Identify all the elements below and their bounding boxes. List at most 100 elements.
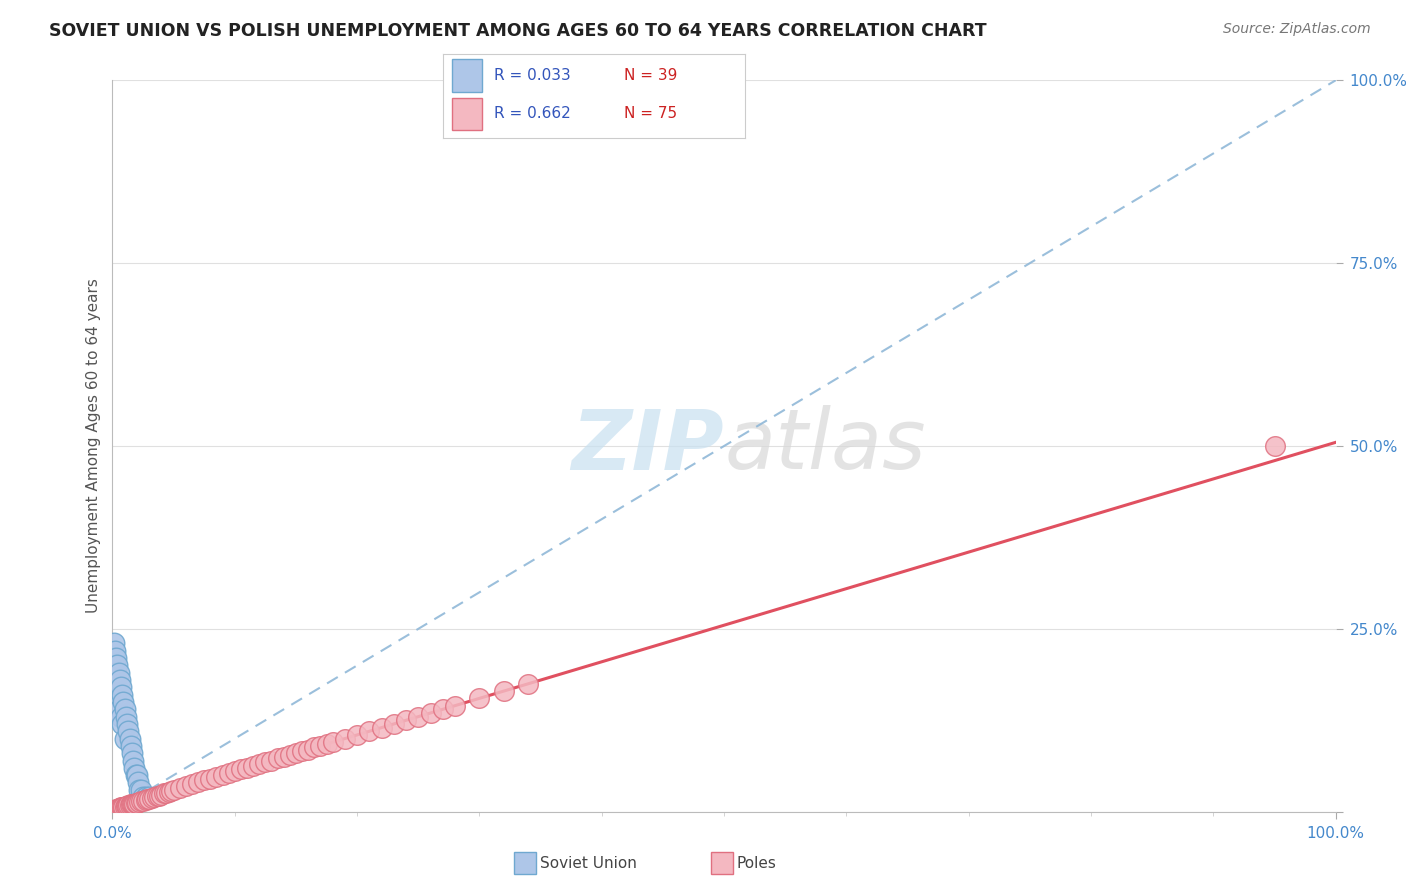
Point — [105, 802, 128, 816]
Point — [104, 803, 127, 817]
Point — [333, 731, 356, 746]
Point — [114, 702, 136, 716]
Point — [122, 797, 145, 811]
Point — [115, 717, 138, 731]
Text: Source: ZipAtlas.com: Source: ZipAtlas.com — [1223, 22, 1371, 37]
Point — [278, 747, 301, 762]
Point — [284, 746, 308, 760]
Point — [117, 724, 139, 739]
Point — [118, 731, 141, 746]
Point — [432, 702, 454, 716]
Bar — [451, 60, 482, 92]
Text: Soviet Union: Soviet Union — [540, 855, 637, 871]
Text: SOVIET UNION VS POLISH UNEMPLOYMENT AMONG AGES 60 TO 64 YEARS CORRELATION CHART: SOVIET UNION VS POLISH UNEMPLOYMENT AMON… — [49, 22, 987, 40]
Point — [129, 782, 152, 797]
Text: ZIP: ZIP — [571, 406, 724, 486]
Point — [1264, 439, 1286, 453]
Point — [120, 739, 142, 753]
Point — [107, 801, 129, 815]
Point — [105, 681, 128, 695]
Point — [104, 688, 127, 702]
Point — [193, 773, 215, 788]
Point — [359, 724, 381, 739]
Point — [254, 755, 277, 769]
Point — [160, 784, 183, 798]
Point — [444, 698, 467, 713]
Point — [108, 673, 131, 687]
Point — [395, 714, 418, 728]
Point — [134, 793, 156, 807]
Point — [138, 791, 160, 805]
Point — [108, 801, 131, 815]
Point — [105, 651, 128, 665]
Point — [181, 777, 204, 791]
Point — [108, 702, 131, 716]
Point — [304, 740, 326, 755]
Point — [104, 658, 127, 673]
Point — [229, 762, 252, 776]
Y-axis label: Unemployment Among Ages 60 to 64 years: Unemployment Among Ages 60 to 64 years — [86, 278, 101, 614]
Point — [382, 717, 405, 731]
Point — [242, 758, 264, 772]
Point — [408, 709, 430, 723]
Text: N = 39: N = 39 — [624, 68, 678, 83]
Point — [297, 742, 319, 756]
Text: N = 75: N = 75 — [624, 106, 678, 121]
Point — [218, 766, 240, 780]
Point — [155, 786, 177, 800]
Point — [224, 764, 246, 779]
Point — [135, 792, 157, 806]
Point — [153, 787, 176, 801]
Point — [124, 797, 146, 811]
Point — [111, 688, 134, 702]
Point — [174, 779, 197, 793]
Point — [125, 768, 148, 782]
Point — [115, 798, 138, 813]
Point — [114, 799, 136, 814]
Point — [315, 737, 337, 751]
Point — [111, 800, 134, 814]
Point — [205, 770, 228, 784]
Point — [103, 665, 125, 680]
Point — [200, 772, 222, 786]
Point — [236, 761, 259, 775]
Point — [211, 768, 233, 782]
Point — [103, 651, 125, 665]
Point — [115, 709, 138, 723]
Point — [110, 681, 132, 695]
Point — [120, 797, 142, 812]
Point — [125, 796, 148, 810]
Point — [105, 681, 128, 695]
Point — [138, 790, 160, 805]
Point — [169, 780, 191, 795]
Point — [157, 785, 180, 799]
Point — [122, 754, 145, 768]
Point — [117, 798, 139, 813]
Point — [150, 788, 173, 802]
Bar — [711, 852, 733, 874]
Point — [132, 794, 155, 808]
Point — [111, 717, 134, 731]
Point — [492, 684, 515, 698]
Point — [419, 706, 441, 720]
Point — [110, 709, 132, 723]
Point — [346, 728, 368, 742]
Text: R = 0.662: R = 0.662 — [495, 106, 571, 121]
Text: R = 0.033: R = 0.033 — [495, 68, 571, 83]
Point — [103, 636, 125, 650]
Text: Poles: Poles — [737, 855, 776, 871]
Point — [134, 790, 156, 805]
Point — [143, 790, 166, 805]
Point — [517, 676, 540, 690]
Point — [468, 691, 491, 706]
Point — [187, 775, 209, 789]
Point — [127, 775, 149, 789]
Point — [260, 754, 283, 768]
Point — [125, 796, 148, 810]
Point — [105, 665, 128, 680]
Point — [132, 790, 155, 805]
Point — [322, 735, 344, 749]
Point — [291, 744, 314, 758]
Point — [141, 790, 163, 805]
Point — [273, 749, 295, 764]
